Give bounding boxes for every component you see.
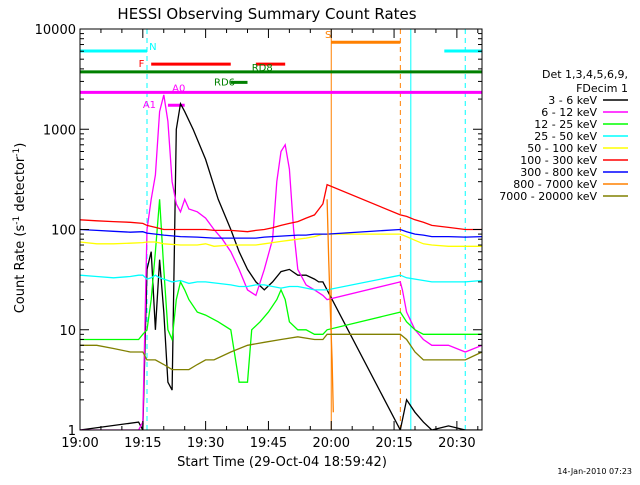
legend-header-line2: FDecim 1 (576, 82, 628, 95)
legend-label-6: 300 - 800 keV (520, 166, 597, 179)
series-line-8 (80, 333, 482, 371)
chart-title: HESSI Observing Summary Count Rates (117, 5, 416, 23)
x-tick-label-0: 19:00 (61, 436, 98, 451)
x-tick-label-1: 19:15 (124, 436, 161, 451)
flag-label-saa: S (325, 30, 331, 41)
series-line-0 (80, 101, 482, 430)
legend-label-1: 6 - 12 keV (541, 106, 597, 119)
timestamp: 14-Jan-2010 07:23 (557, 467, 632, 476)
x-tick-label-2: 19:30 (187, 436, 224, 451)
y-tick-label-1: 10 (59, 324, 76, 339)
legend-label-7: 800 - 7000 keV (513, 178, 597, 191)
y-axis-label-sup: -1 (12, 216, 22, 225)
legend-label-5: 100 - 300 keV (520, 154, 597, 167)
flag-label-rd6: RD6 (214, 77, 235, 88)
legend-label-3: 25 - 50 keV (534, 130, 597, 143)
x-tick-label-4: 20:00 (313, 436, 350, 451)
flag-label-flare: F (139, 59, 145, 70)
legend-label-0: 3 - 6 keV (548, 94, 597, 107)
series-line-4 (80, 233, 482, 247)
legend-label-2: 12 - 25 keV (534, 118, 597, 131)
y-tick-label-0: 1 (68, 424, 76, 439)
x-axis-label: Start Time (29-Oct-04 18:59:42) (177, 455, 387, 470)
x-tick-label-5: 20:15 (375, 436, 412, 451)
flag-label-attenuator-1: A1 (143, 100, 156, 111)
plot-area: N S F RD8 RD6 A0 A1 19:00 19:15 19:30 19:45 20:00 20… (35, 23, 483, 451)
flag-label-night: N (149, 42, 156, 53)
legend-label-8: 7000 - 20000 keV (499, 190, 597, 203)
y-axis-label-mid: detector (13, 156, 28, 216)
y-axis-label: Count Rate (s-1 detector-1) (12, 143, 28, 314)
y-axis-label-start: Count Rate (s (13, 225, 28, 314)
x-tick-label-3: 19:45 (250, 436, 287, 451)
series-group (80, 94, 482, 430)
series-line-5 (80, 183, 482, 233)
legend-label-4: 50 - 100 keV (527, 142, 597, 155)
series-line-1 (80, 94, 482, 430)
y-axis-label-end: ) (13, 143, 28, 148)
flag-label-attenuator: A0 (172, 83, 185, 94)
y-tick-label-4: 10000 (35, 23, 76, 38)
y-axis-label-sup2: -1 (12, 148, 22, 157)
flag-label-rd8: RD8 (252, 63, 273, 74)
y-tick-label-3: 1000 (43, 123, 76, 138)
series-line-3 (80, 274, 482, 291)
y-tick-label-2: 100 (51, 224, 76, 239)
series-line-7 (326, 199, 334, 413)
series-line-6 (80, 228, 482, 239)
legend-header-line1: Det 1,3,4,5,6,9, (542, 68, 628, 81)
x-tick-label-6: 20:30 (438, 436, 475, 451)
